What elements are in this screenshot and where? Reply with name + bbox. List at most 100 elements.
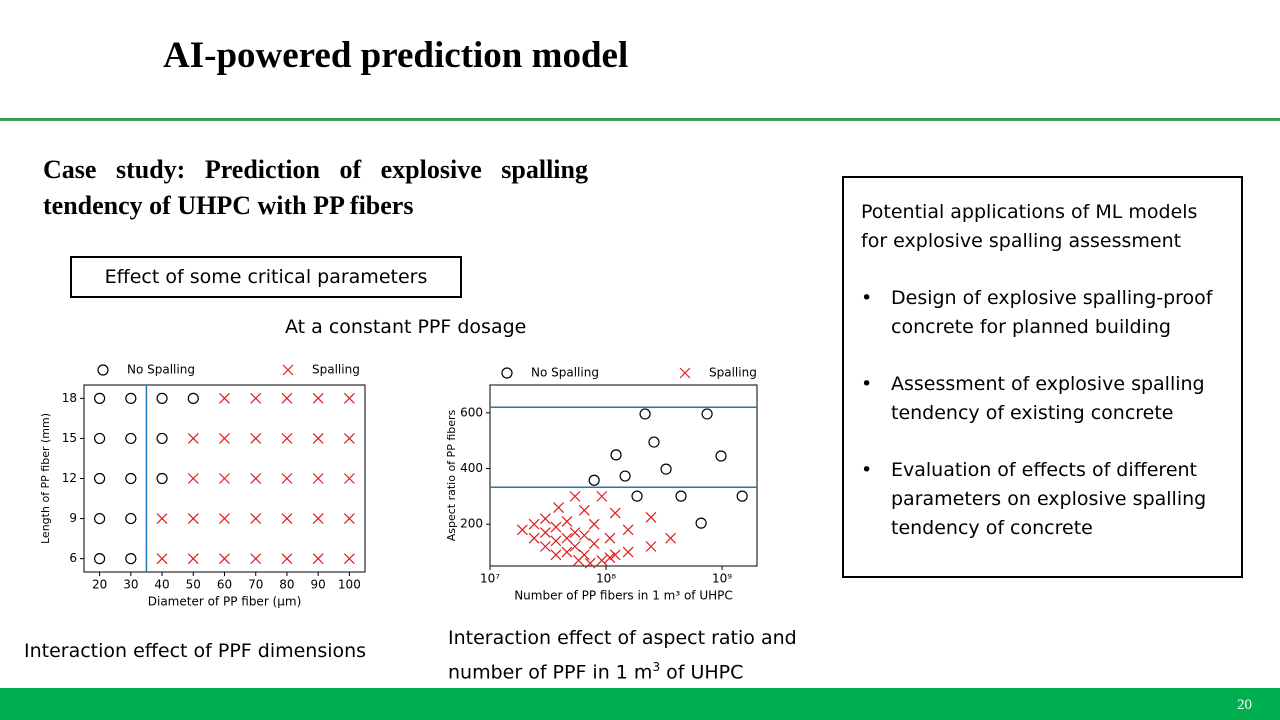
point <box>219 553 230 565</box>
point <box>312 553 324 565</box>
point <box>219 433 230 444</box>
legend-marker <box>501 367 513 379</box>
point <box>281 553 293 565</box>
point <box>187 392 199 404</box>
point <box>343 553 355 565</box>
point <box>343 433 355 444</box>
point <box>156 392 168 404</box>
point <box>312 513 324 524</box>
point <box>569 541 581 552</box>
point <box>156 432 168 445</box>
point <box>94 392 106 404</box>
point <box>156 553 168 565</box>
x-tick-label: 20 <box>92 578 107 592</box>
point <box>588 538 600 550</box>
title: AI-powered prediction model <box>163 35 629 76</box>
point <box>281 473 293 484</box>
point <box>604 552 616 564</box>
point <box>94 472 106 485</box>
point <box>187 513 199 524</box>
point <box>156 472 168 485</box>
point <box>578 549 590 561</box>
caption-sup: 3 <box>652 660 661 674</box>
point <box>578 529 590 541</box>
point <box>539 513 551 525</box>
header-rule <box>0 118 1280 121</box>
point <box>539 527 551 539</box>
point <box>645 511 657 523</box>
legend-label: Spalling <box>312 363 360 377</box>
caption-right: Interaction effect of aspect ratio and n… <box>448 624 828 687</box>
side-heading: Potential applications of ML models for … <box>861 201 1198 252</box>
x-tick-label: 30 <box>123 578 138 592</box>
point <box>219 392 230 404</box>
legend-label: Spalling <box>709 366 757 380</box>
point <box>639 408 651 420</box>
x-tick-label: 40 <box>154 578 169 592</box>
legend-marker <box>679 367 691 379</box>
point <box>219 513 230 524</box>
x-tick-label: 10⁸ <box>596 572 616 586</box>
y-tick-label: 6 <box>69 551 77 565</box>
point <box>596 490 608 502</box>
y-tick-label: 18 <box>62 391 77 405</box>
point <box>569 527 581 539</box>
point <box>610 449 622 461</box>
x-tick-label: 10⁷ <box>480 572 500 586</box>
point <box>125 472 137 485</box>
point <box>312 392 324 404</box>
point <box>281 433 293 444</box>
point <box>343 473 355 484</box>
point <box>343 392 355 404</box>
point <box>645 541 657 552</box>
point <box>604 532 616 544</box>
bullet: • Design of explosive spalling-proof conc… <box>861 287 1213 338</box>
caption-text: of UHPC <box>660 661 744 684</box>
point <box>550 549 562 561</box>
point <box>312 473 324 484</box>
x-tick-label: 80 <box>279 578 294 592</box>
point <box>312 433 324 444</box>
point <box>219 473 230 484</box>
caption-left: Interaction effect of PPF dimensions <box>24 640 367 662</box>
point <box>250 553 262 565</box>
bullet: • Evaluation of effects of different para… <box>861 459 1207 539</box>
y-tick-label: 200 <box>460 517 483 531</box>
subtitle: Case study: Prediction of explosive spal… <box>43 155 588 221</box>
x-tick-label: 50 <box>186 578 201 592</box>
point <box>539 541 551 552</box>
point <box>250 513 262 524</box>
point <box>561 516 573 527</box>
side-box: Potential applications of ML models for … <box>842 176 1243 578</box>
point <box>584 557 596 569</box>
x-tick-label: 70 <box>248 578 263 592</box>
point <box>695 517 707 529</box>
y-axis-label: Length of PP fiber (mm) <box>39 413 52 544</box>
legend-label: No Spalling <box>531 366 599 380</box>
condition-label: At a constant PPF dosage <box>285 316 527 338</box>
point <box>250 473 262 484</box>
y-tick-label: 600 <box>460 405 483 419</box>
point <box>343 513 355 524</box>
x-axis-label: Diameter of PP fiber (μm) <box>148 595 302 609</box>
bullet-text: Design of explosive spalling-proof concr… <box>891 287 1213 338</box>
point <box>94 432 106 445</box>
point <box>550 535 562 547</box>
point <box>588 474 600 486</box>
point <box>736 490 748 502</box>
plot-frame <box>489 384 758 567</box>
point <box>187 473 199 484</box>
point <box>622 524 634 536</box>
point <box>631 490 643 502</box>
point <box>550 521 562 533</box>
point <box>250 433 262 444</box>
legend-marker <box>282 364 294 376</box>
point <box>648 436 660 448</box>
legend-label: No Spalling <box>127 363 195 377</box>
point <box>125 512 137 525</box>
parameter-box: Effect of some critical parameters <box>70 256 462 298</box>
point <box>619 470 631 482</box>
point <box>187 433 199 444</box>
point <box>578 504 590 516</box>
